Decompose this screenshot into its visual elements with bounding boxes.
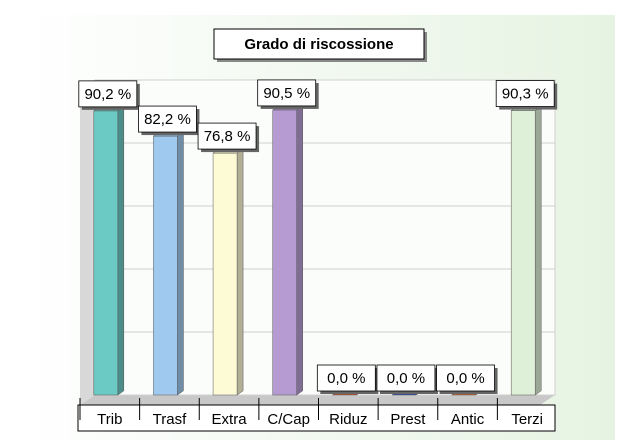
title-box [213,28,425,60]
bar-side [117,106,125,396]
value-label-box [495,80,555,107]
value-label: 0,0 % [387,370,425,387]
value-label: 90,3 % [502,86,549,103]
bar [510,110,536,396]
bar [272,109,297,396]
value-label: 76,8 % [204,128,251,145]
x-tick-label: Riduz [329,411,367,428]
value-label-box [257,79,317,107]
value-label: 90,5 % [263,85,310,102]
value-label: 82,2 % [144,111,191,128]
value-label: 0,0 % [446,370,484,387]
x-tick-label: Extra [212,411,248,428]
x-tick-label: Antic [451,411,485,428]
value-label-box [197,122,257,150]
x-tick-label: Terzi [511,411,543,428]
side-wall [80,80,95,405]
bar-side [534,105,542,396]
bar [212,152,238,396]
value-label-box [376,364,436,392]
x-tick-label: Trib [97,411,122,428]
bar [93,110,119,396]
value-label-box [138,105,197,133]
x-tick-label: Trasf [153,411,187,428]
bar-side [177,131,184,396]
value-label-box [316,364,376,392]
chart-title: Grado di riscossione [244,36,393,53]
bar-side [296,105,303,396]
value-label-box [436,364,495,392]
floor [80,395,555,405]
value-label-box [78,80,138,108]
value-label: 0,0 % [327,370,365,387]
bar-side [236,148,244,396]
x-tick-label: Prest [390,411,426,428]
x-tick-label: C/Cap [267,411,310,428]
value-label: 90,2 % [84,86,131,103]
category-strip [77,404,556,432]
bar [153,135,178,396]
